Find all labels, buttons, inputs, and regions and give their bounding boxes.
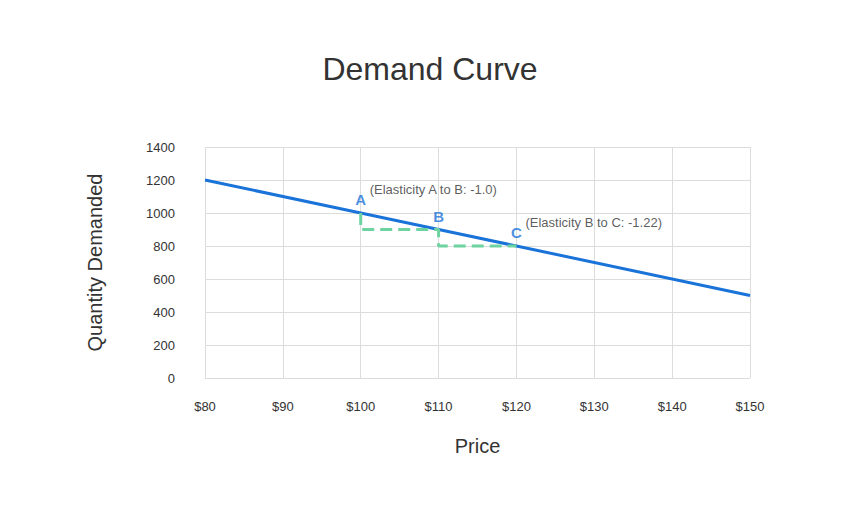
svg-text:200: 200 [153,338,175,353]
svg-text:1400: 1400 [146,140,175,155]
svg-text:$110: $110 [425,399,453,414]
svg-text:$140: $140 [658,399,687,414]
svg-text:0: 0 [168,371,175,386]
svg-text:(Elasticity B to C: -1.22): (Elasticity B to C: -1.22) [525,215,662,230]
svg-text:$100: $100 [346,399,375,414]
svg-text:600: 600 [153,272,175,287]
svg-text:$150: $150 [736,399,765,414]
svg-text:$80: $80 [194,399,216,414]
svg-text:$130: $130 [580,399,609,414]
svg-text:Quantity Demanded: Quantity Demanded [84,174,106,352]
svg-text:Price: Price [455,435,501,457]
svg-text:$90: $90 [272,399,294,414]
svg-text:B: B [433,208,444,225]
svg-text:$120: $120 [502,399,531,414]
svg-text:C: C [511,224,522,241]
svg-text:Demand Curve: Demand Curve [322,51,537,87]
svg-text:(Elasticity A to B: -1.0): (Elasticity A to B: -1.0) [370,182,497,197]
svg-text:1000: 1000 [146,206,175,221]
svg-text:A: A [355,191,366,208]
svg-text:400: 400 [153,305,175,320]
svg-text:800: 800 [153,239,175,254]
svg-text:1200: 1200 [146,173,175,188]
